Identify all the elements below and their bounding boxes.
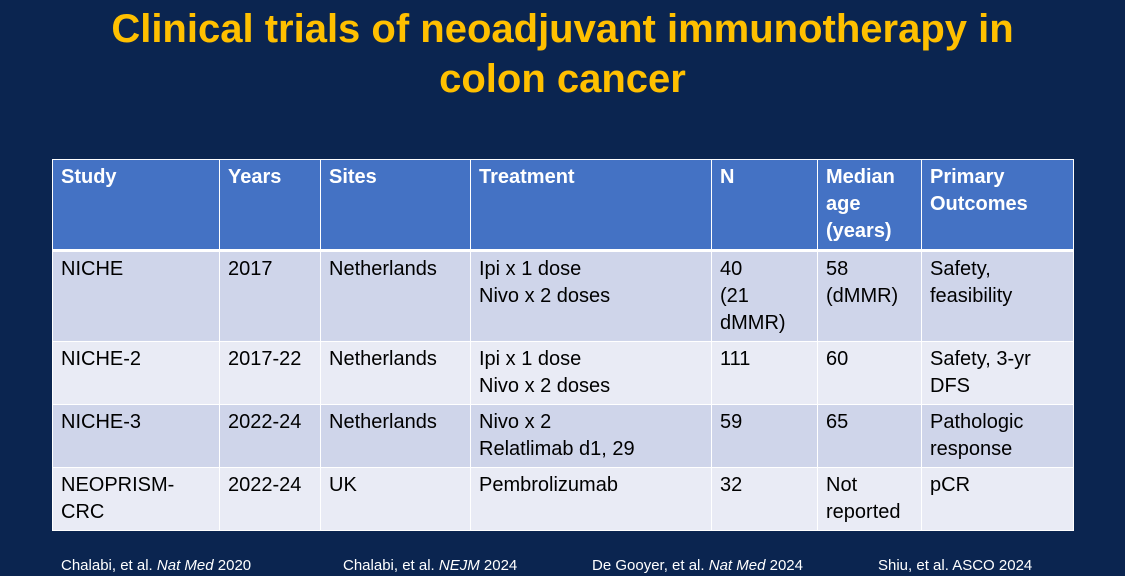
citation-year: 2024 (765, 557, 803, 574)
citation-year: 2024 (479, 557, 518, 574)
citation-de-gooyer-2024: De Gooyer, et al. Nat Med 2024 (592, 556, 803, 576)
citation-authors: Shiu, et al. ASCO 2024 (878, 557, 1033, 574)
cell-median-age: 58 (dMMR) (817, 250, 922, 342)
citations-footer: Chalabi, et al. Nat Med 2020 Chalabi, et… (0, 556, 1125, 576)
table-header-row: Study Years Sites Treatment N Median age… (52, 159, 1074, 252)
cell-sites: UK (320, 467, 471, 531)
cell-years: 2022-24 (219, 467, 321, 531)
cell-treatment: Nivo x 2 Relatlimab d1, 29 (470, 404, 712, 468)
citation-chalabi-2024: Chalabi, et al. NEJM 2024 (343, 556, 517, 576)
header-treatment: Treatment (470, 159, 712, 252)
slide-title: Clinical trials of neoadjuvant immunothe… (0, 4, 1125, 104)
header-sites: Sites (320, 159, 471, 252)
cell-n: 59 (711, 404, 818, 468)
header-study: Study (52, 159, 220, 252)
cell-study: NICHE-3 (52, 404, 220, 468)
cell-treatment: Ipi x 1 dose Nivo x 2 doses (470, 341, 712, 405)
slide-title-line-1: Clinical trials of neoadjuvant immunothe… (111, 7, 1014, 51)
cell-treatment: Pembrolizumab (470, 467, 712, 531)
citation-chalabi-2020: Chalabi, et al. Nat Med 2020 (61, 556, 251, 576)
cell-years: 2017-22 (219, 341, 321, 405)
cell-primary-outcomes: Pathologic response (921, 404, 1074, 468)
cell-n: 111 (711, 341, 818, 405)
header-n: N (711, 159, 818, 252)
clinical-trials-table: Study Years Sites Treatment N Median age… (52, 159, 1074, 531)
table-row: NICHE-3 2022-24 Netherlands Nivo x 2 Rel… (52, 404, 1074, 468)
cell-sites: Netherlands (320, 250, 471, 342)
cell-median-age: Not reported (817, 467, 922, 531)
citation-year: 2020 (213, 557, 252, 574)
citation-authors: De Gooyer, et al. (592, 557, 709, 574)
cell-median-age: 60 (817, 341, 922, 405)
cell-n: 40 (21 dMMR) (711, 250, 818, 342)
header-primary-outcomes: Primary Outcomes (921, 159, 1074, 252)
cell-years: 2022-24 (219, 404, 321, 468)
citation-journal: Nat Med (708, 557, 766, 574)
cell-sites: Netherlands (320, 341, 471, 405)
cell-study: NICHE (52, 250, 220, 342)
citation-authors: Chalabi, et al. (343, 557, 439, 574)
cell-median-age: 65 (817, 404, 922, 468)
table-row: NICHE-2 2017-22 Netherlands Ipi x 1 dose… (52, 341, 1074, 405)
cell-primary-outcomes: Safety, 3-yr DFS (921, 341, 1074, 405)
cell-primary-outcomes: pCR (921, 467, 1074, 531)
citation-authors: Chalabi, et al. (61, 557, 157, 574)
slide-title-line-2: colon cancer (439, 57, 686, 101)
table-row: NEOPRISM- CRC 2022-24 UK Pembrolizumab 3… (52, 467, 1074, 531)
cell-study: NICHE-2 (52, 341, 220, 405)
cell-sites: Netherlands (320, 404, 471, 468)
table-row: NICHE 2017 Netherlands Ipi x 1 dose Nivo… (52, 250, 1074, 342)
citation-journal: NEJM (438, 557, 480, 574)
cell-study: NEOPRISM- CRC (52, 467, 220, 531)
cell-years: 2017 (219, 250, 321, 342)
cell-primary-outcomes: Safety, feasibility (921, 250, 1074, 342)
citation-shiu-2024: Shiu, et al. ASCO 2024 (878, 556, 1032, 576)
citation-journal: Nat Med (156, 557, 214, 574)
header-years: Years (219, 159, 321, 252)
cell-treatment: Ipi x 1 dose Nivo x 2 doses (470, 250, 712, 342)
header-median-age: Median age (years) (817, 159, 922, 252)
cell-n: 32 (711, 467, 818, 531)
